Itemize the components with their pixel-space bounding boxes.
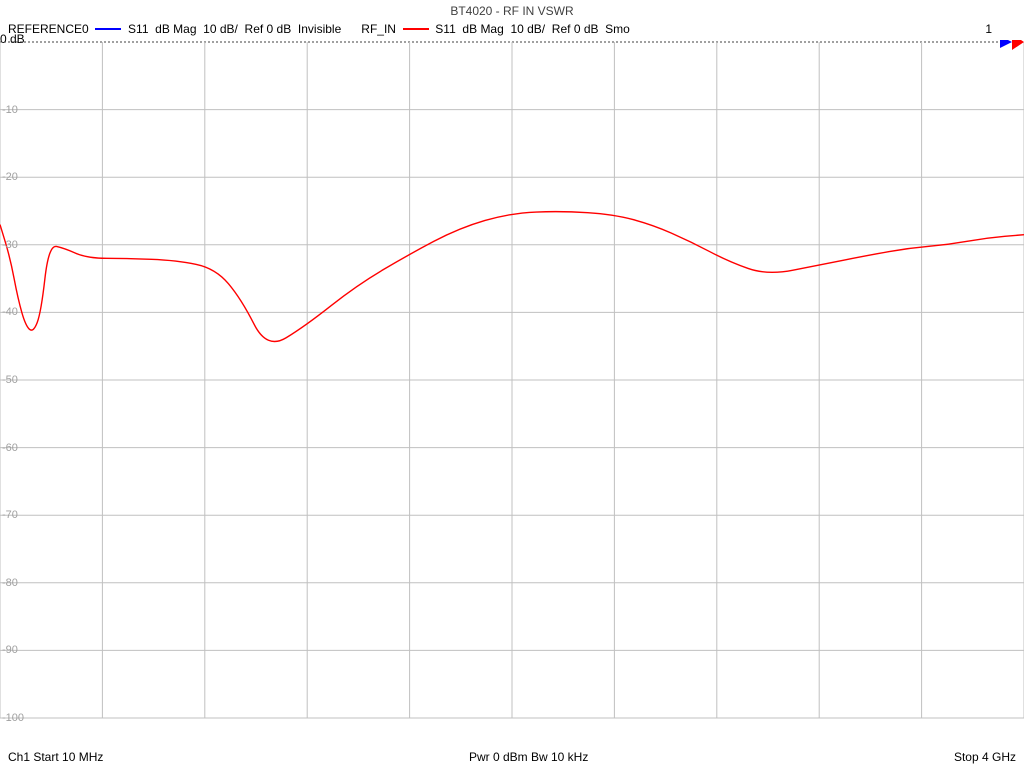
status-start: Ch1 Start 10 MHz <box>8 750 103 764</box>
legend-trace1-swatch <box>95 28 121 30</box>
marker-number: 1 <box>985 22 992 36</box>
ytick-label: -50 <box>2 374 18 386</box>
plot-svg <box>0 40 1024 740</box>
legend-trace2-swatch <box>403 28 429 30</box>
vna-plot-window: BT4020 - RF IN VSWR REFERENCE0 S11 dB Ma… <box>0 0 1024 768</box>
ytick-label: -20 <box>2 171 18 183</box>
ytick-label: -90 <box>2 644 18 656</box>
ytick-label: -10 <box>2 104 18 116</box>
ytick-label: -70 <box>2 509 18 521</box>
legend-trace2-desc: S11 dB Mag 10 dB/ Ref 0 dB Smo <box>435 22 630 36</box>
status-pwr-bw: Pwr 0 dBm Bw 10 kHz <box>469 750 588 764</box>
legend-trace2-name: RF_IN <box>361 22 396 36</box>
ytick-label: -100 <box>2 712 24 724</box>
plot-area: -10 -20 -30 -40 -50 -60 -70 -80 -90 -100 <box>0 40 1024 740</box>
ytick-label: -80 <box>2 577 18 589</box>
plot-title: BT4020 - RF IN VSWR <box>0 4 1024 18</box>
ytick-label: -40 <box>2 306 18 318</box>
ytick-label: -30 <box>2 239 18 251</box>
status-stop: Stop 4 GHz <box>954 750 1016 764</box>
ytick-label: -60 <box>2 442 18 454</box>
bottom-status-bar: Ch1 Start 10 MHz Pwr 0 dBm Bw 10 kHz Sto… <box>0 750 1024 764</box>
legend-trace1-desc: S11 dB Mag 10 dB/ Ref 0 dB Invisible <box>128 22 341 36</box>
legend-bar: REFERENCE0 S11 dB Mag 10 dB/ Ref 0 dB In… <box>8 22 1016 36</box>
